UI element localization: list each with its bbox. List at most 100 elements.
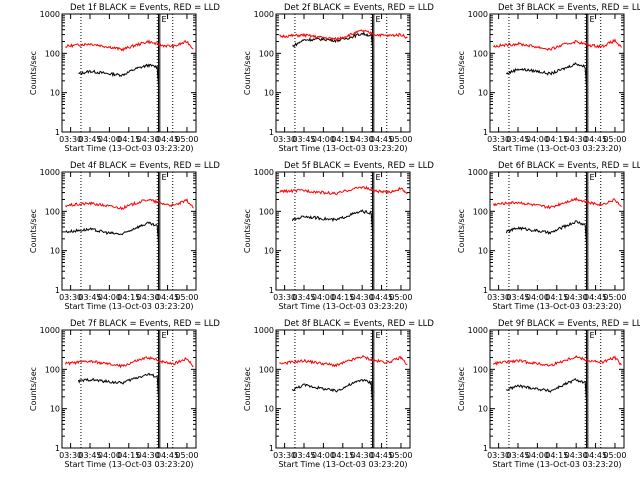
x-tick-label: 04:15	[117, 293, 140, 302]
y-tick-label: 10	[50, 247, 60, 256]
x-tick-label: 03:45	[506, 293, 529, 302]
y-tick-label: 100	[473, 365, 488, 374]
event-marker-label: E	[161, 15, 166, 24]
plot-frame	[275, 13, 411, 133]
x-tick-label: 03:45	[292, 451, 315, 460]
chart-title: Det 8f BLACK = Events, RED = LLD	[284, 319, 434, 329]
x-tick-label: 04:30	[565, 451, 588, 460]
lld-series-line	[64, 356, 194, 369]
x-tick-label: 03:30	[59, 135, 82, 144]
x-tick-label: 03:30	[487, 293, 510, 302]
y-axis-label: Counts/sec	[243, 209, 252, 253]
y-tick-label: 100	[45, 365, 60, 374]
x-tick-label: 03:45	[292, 293, 315, 302]
chart-title: Det 3f BLACK = Events, RED = LLD	[498, 3, 640, 13]
event-marker-label: E	[589, 15, 594, 24]
x-tick-label: 04:45	[370, 451, 393, 460]
x-tick-label: 04:15	[117, 135, 140, 144]
x-axis-label: Start Time (13-Oct-03 03:23:20)	[278, 144, 407, 153]
chart-title: Det 5f BLACK = Events, RED = LLD	[284, 161, 434, 171]
x-tick-label: 04:30	[137, 293, 160, 302]
x-tick-label: 05:00	[175, 293, 198, 302]
x-tick-label: 04:45	[156, 135, 179, 144]
chart-title: Det 7f BLACK = Events, RED = LLD	[70, 319, 220, 329]
lld-series-line	[65, 39, 194, 52]
x-tick-label: 03:45	[78, 135, 101, 144]
events-series-line	[505, 62, 587, 86]
x-tick-label: 05:00	[389, 135, 412, 144]
x-tick-label: 04:45	[584, 293, 607, 302]
y-tick-label: 1000	[254, 326, 274, 335]
x-tick-label: 04:30	[137, 451, 160, 460]
y-tick-label: 1	[55, 444, 60, 453]
y-tick-label: 10	[264, 405, 274, 414]
x-tick-label: 05:00	[175, 135, 198, 144]
y-tick-label: 10	[50, 405, 60, 414]
event-marker-label: E	[589, 173, 594, 182]
y-tick-label: 10	[264, 89, 274, 98]
x-tick-label: 03:30	[487, 451, 510, 460]
y-axis-label: Counts/sec	[457, 209, 466, 253]
y-tick-label: 100	[259, 365, 274, 374]
y-tick-label: 1	[55, 128, 60, 137]
x-tick-label: 03:30	[59, 293, 82, 302]
chart-panel-4: Det 4f BLACK = Events, RED = LLD 1 10 100 10…	[29, 161, 220, 311]
x-tick-label: 03:30	[273, 293, 296, 302]
lld-series-line	[279, 354, 408, 368]
y-tick-label: 100	[45, 49, 60, 58]
lld-series-line	[492, 196, 622, 210]
events-series-line	[78, 63, 159, 86]
chart-panel-7: Det 7f BLACK = Events, RED = LLD 1 10 100 10…	[29, 319, 220, 469]
y-axis-label: Counts/sec	[243, 367, 252, 411]
x-tick-label: 03:30	[273, 135, 296, 144]
x-tick-label: 04:45	[156, 293, 179, 302]
x-tick-label: 05:00	[175, 451, 198, 460]
x-tick-label: 04:15	[331, 451, 354, 460]
event-marker-label: E	[589, 331, 594, 340]
y-tick-label: 1	[269, 128, 274, 137]
chart-panel-2: Det 2f BLACK = Events, RED = LLD 1 10 100 10…	[243, 3, 434, 153]
lld-series-line	[492, 354, 622, 367]
chart-title: Det 6f BLACK = Events, RED = LLD	[498, 161, 640, 171]
x-tick-label: 03:30	[273, 451, 296, 460]
x-tick-label: 04:45	[370, 293, 393, 302]
event-marker-label: E	[161, 173, 166, 182]
y-tick-label: 1000	[254, 168, 274, 177]
y-axis-label: Counts/sec	[457, 367, 466, 411]
y-axis-label: Counts/sec	[457, 51, 466, 95]
y-tick-label: 10	[264, 247, 274, 256]
x-tick-label: 04:45	[156, 451, 179, 460]
x-axis-label: Start Time (13-Oct-03 03:23:20)	[492, 460, 621, 469]
chart-panel-3: Det 3f BLACK = Events, RED = LLD 1 10 100 10…	[457, 3, 640, 153]
y-tick-label: 10	[478, 405, 488, 414]
y-tick-label: 1	[483, 286, 488, 295]
x-tick-label: 05:00	[389, 293, 412, 302]
events-series-line	[291, 378, 373, 402]
x-axis-label: Start Time (13-Oct-03 03:23:20)	[278, 460, 407, 469]
x-tick-label: 04:30	[351, 135, 374, 144]
y-axis-label: Counts/sec	[243, 51, 252, 95]
y-tick-label: 100	[259, 49, 274, 58]
y-tick-label: 100	[473, 49, 488, 58]
y-tick-label: 1000	[40, 10, 60, 19]
event-marker-label: E	[161, 331, 166, 340]
x-axis-label: Start Time (13-Oct-03 03:23:20)	[492, 302, 621, 311]
x-tick-label: 04:00	[312, 135, 335, 144]
y-tick-label: 1	[55, 286, 60, 295]
chart-title: Det 1f BLACK = Events, RED = LLD	[70, 3, 220, 13]
chart-title: Det 4f BLACK = Events, RED = LLD	[70, 161, 220, 171]
x-tick-label: 04:45	[370, 135, 393, 144]
x-tick-label: 04:00	[98, 451, 121, 460]
x-tick-label: 03:45	[506, 135, 529, 144]
x-tick-label: 05:00	[603, 293, 626, 302]
x-tick-label: 04:30	[565, 293, 588, 302]
x-tick-label: 05:00	[603, 451, 626, 460]
plot-frame	[61, 329, 197, 449]
x-tick-label: 05:00	[389, 451, 412, 460]
x-tick-label: 04:00	[526, 135, 549, 144]
x-tick-label: 05:00	[603, 135, 626, 144]
event-marker-label: E	[375, 15, 380, 24]
lld-series-line	[492, 38, 622, 51]
y-tick-label: 1000	[468, 326, 488, 335]
